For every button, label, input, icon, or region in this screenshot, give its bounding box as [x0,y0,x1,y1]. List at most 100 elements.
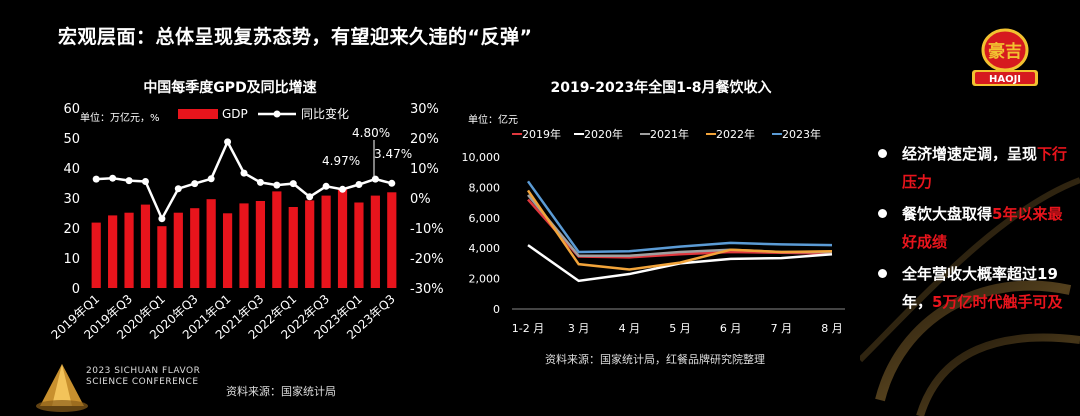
conference-name: 2023 SICHUAN FLAVOR SCIENCE CONFERENCE [86,366,200,388]
catering-x-tick: 7 月 [771,322,793,335]
slide-title: 宏观层面：总体呈现复苏态势，有望迎来久违的“反弹” [58,26,533,48]
annotation-4-97: 4.97% [322,154,360,168]
yoy-point [355,181,363,188]
gdp-bar [272,191,282,288]
bullet-dot-icon [878,149,887,158]
gdp-bar [173,212,183,288]
gdp-bar [124,212,134,288]
gdp-bar [157,226,167,288]
catering-x-tick: 3 月 [568,322,590,335]
catering-unit-label: 单位：亿元 [468,113,518,126]
annotation-4-80: 4.80% [352,126,390,140]
catering-chart-title: 2019-2023年全国1-8月餐饮收入 [550,79,771,96]
key-point-1-text: 经济增速定调，呈现 [902,145,1038,163]
left-y-tick: 50 [63,132,80,147]
gdp-bar [222,213,233,288]
right-source-note: 资料来源：国家统计局，红餐品牌研究院整理 [545,353,765,366]
gdp-bar [190,208,200,288]
key-point-3-text: 全年营收大概率超过19年， [902,265,1058,311]
catering-revenue-chart: 2019-2023年全国1-8月餐饮收入 单位：亿元 2019年 2020年 202… [462,79,845,335]
catering-y-tick: 6,000 [469,212,501,225]
catering-series-line [526,189,833,271]
gdp-chart-title: 中国每季度GPD及同比增速 [143,79,316,96]
yoy-point [256,178,264,186]
gdp-unit-label: 单位：万亿元，% [80,111,160,124]
right-y-tick: 20% [410,132,439,147]
bullet-dot-icon [878,269,887,278]
gdp-bar [206,199,216,288]
right-y-tick: 30% [410,102,439,117]
conference-name-line-1: 2023 SICHUAN FLAVOR [86,366,201,376]
yoy-point [273,181,281,189]
yoy-point [388,179,396,187]
key-point-1-highlight: 下行压力 [902,145,1068,191]
key-points: 经济增速定调，呈现下行压力 餐饮大盘取得5年以来最好成绩 全年营收大概率超过19… [874,140,1074,320]
left-source-note: 资料来源：国家统计局 [226,385,336,398]
gdp-bar [354,202,364,288]
yoy-point [224,138,232,146]
yoy-point [125,177,133,185]
conference-name-line-2: SCIENCE CONFERENCE [86,377,199,387]
gdp-bar [288,207,298,288]
gdp-bar [370,195,380,288]
right-y-tick: -20% [410,252,444,267]
legend-gdp-label: GDP [222,107,248,121]
yoy-point [339,185,347,193]
catering-x-tick: 5 月 [669,322,691,335]
catering-legend-label: 2020年 [584,127,623,141]
yoy-point [289,180,297,188]
yoy-point [306,193,314,201]
yoy-point [322,182,330,190]
left-y-tick: 40 [63,162,80,177]
yoy-point [371,175,379,183]
catering-y-tick: 8,000 [469,181,501,194]
gdp-bar [337,189,348,288]
yoy-point [92,175,100,183]
annotation-3-47: 3.47% [374,147,412,161]
haoji-logo: 豪吉 HAOJI [972,28,1038,86]
catering-series-line [526,180,833,254]
key-point-3: 全年营收大概率超过19年，5万亿时代触手可及 [874,260,1074,316]
yoy-point [109,174,117,182]
gdp-bar [255,201,266,288]
left-y-tick: 30 [63,192,80,207]
catering-x-tick: 1-2 月 [512,322,544,335]
legend-yoy-marker [273,110,281,118]
catering-legend-label: 2019年 [522,127,561,141]
right-y-tick: -10% [410,222,444,237]
gdp-chart: 中国每季度GPD及同比增速 单位：万亿元，% GDP 同比变化 0 10 20 30 4… [49,79,444,342]
catering-x-tick: 4 月 [619,322,641,335]
catering-y-tick: 4,000 [469,242,501,255]
yoy-point [141,178,149,185]
gdp-bar [108,215,118,288]
gdp-bar [140,204,151,288]
gdp-bar [239,203,249,288]
left-y-tick: 20 [63,222,80,237]
legend-gdp-swatch [178,109,218,119]
gdp-bar [321,195,331,288]
catering-y-tick: 0 [493,303,500,316]
key-point-1: 经济增速定调，呈现下行压力 [874,140,1074,196]
key-point-2: 餐饮大盘取得5年以来最好成绩 [874,200,1074,256]
gdp-bar [387,192,397,288]
right-y-tick: 0% [410,192,431,207]
catering-y-tick: 2,000 [469,273,501,286]
key-point-2-text: 餐饮大盘取得 [902,205,993,223]
catering-legend-label: 2021年 [650,127,689,141]
catering-y-tick: 10,000 [462,151,501,164]
legend-yoy-label: 同比变化 [301,106,349,121]
left-y-tick: 60 [63,102,80,117]
yoy-point [207,175,215,183]
catering-legend-label: 2022年 [716,127,755,141]
conference-logo [36,364,88,412]
catering-legend-label: 2023年 [782,127,821,141]
background-swirl-decoration [860,177,1080,416]
right-y-tick: -30% [410,282,444,297]
yoy-point [158,215,166,223]
yoy-point [240,169,248,177]
bullet-dot-icon [878,209,887,218]
right-y-tick: 10% [410,162,439,177]
left-y-tick: 10 [63,252,80,267]
catering-x-tick: 6 月 [720,322,742,335]
